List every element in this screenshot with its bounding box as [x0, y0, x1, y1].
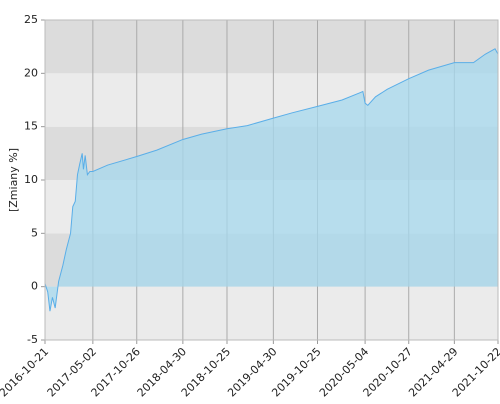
- y-tick-label: 20: [24, 66, 38, 79]
- band: [45, 286, 498, 340]
- y-axis-label: [Zmiany %]: [7, 148, 20, 212]
- area: [45, 48, 498, 312]
- y-tick-label: 5: [31, 226, 38, 239]
- y-tick-label: 10: [24, 173, 38, 186]
- band: [45, 20, 498, 74]
- plot-border: [44, 19, 499, 341]
- x-tick-label: 2016-10-21: [0, 345, 51, 399]
- line: [44, 48, 499, 312]
- y-tick-label: 15: [24, 120, 38, 133]
- y-tick-label: 25: [24, 13, 38, 26]
- y-tick-label: 0: [31, 280, 38, 293]
- y-tick-label: -5: [27, 333, 38, 346]
